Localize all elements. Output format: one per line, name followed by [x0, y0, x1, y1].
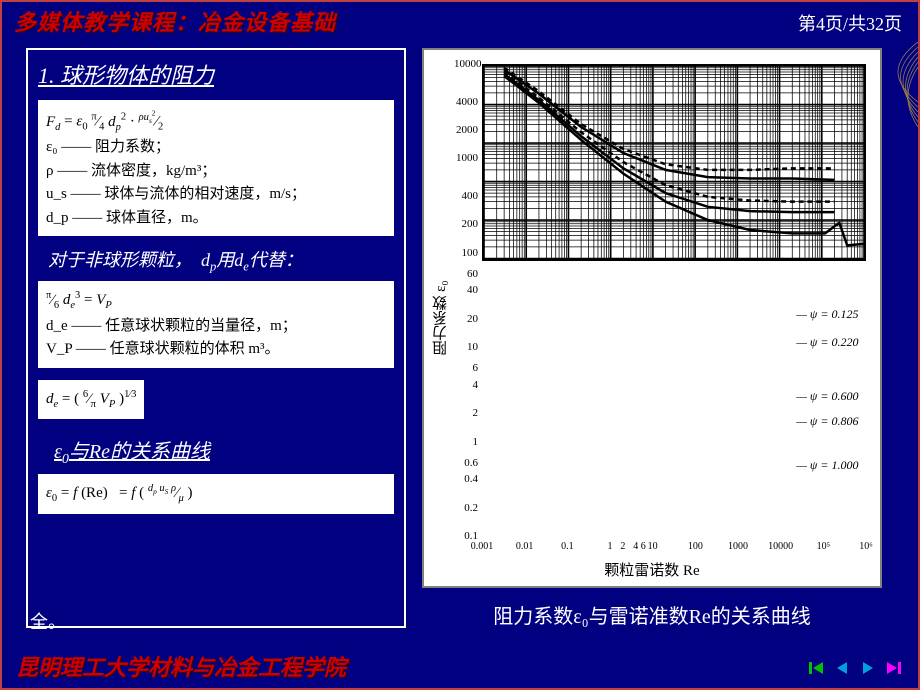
y-tick: 0.4 — [454, 473, 478, 485]
nav-prev-button[interactable] — [832, 658, 852, 678]
x-tick-minor: 2 — [620, 541, 625, 552]
stray-text: 全。 — [30, 608, 66, 634]
header-bar: 多媒体教学课程：冶金设备基础 第4页/共32页 — [2, 2, 918, 40]
y-axis-label: 阻力系数 ε₀ — [430, 280, 451, 355]
x-tick: 10⁵ — [817, 541, 831, 552]
formula-4: ε0 = f (Re) = f ( dp uS ρ⁄μ ) — [46, 481, 386, 507]
y-tick: 0.2 — [454, 502, 478, 514]
def-dp: d_p —— 球体直径，m。 — [46, 207, 386, 230]
formula-1: Fd = ε0 π⁄4 dp2 · ρus2⁄2 — [46, 107, 386, 135]
footer-bar: 昆明理工大学材料与冶金工程学院 — [2, 648, 918, 684]
left-column: 1. 球形物体的阻力 Fd = ε0 π⁄4 dp2 · ρus2⁄2 ε₀ —… — [26, 48, 406, 628]
x-tick: 10⁶ — [859, 541, 873, 552]
course-name: 冶金设备基础 — [198, 10, 336, 35]
y-tick: 1 — [454, 436, 478, 448]
y-tick: 40 — [454, 284, 478, 296]
def-us: u_s —— 球体与流体的相对速度，m/s； — [46, 183, 386, 206]
x-tick: 10000 — [768, 541, 793, 552]
y-tick: 0.6 — [454, 457, 478, 469]
x-tick: 100 — [688, 541, 703, 552]
section-heading: 1. 球形物体的阻力 — [38, 58, 394, 90]
institution: 昆明理工大学材料与冶金工程学院 — [16, 650, 346, 682]
course-title: 多媒体教学课程：冶金设备基础 — [14, 5, 336, 37]
chart-frame: 阻力系数 ε₀ 颗粒雷诺数 Re 0.10.20.40.612461020406… — [422, 48, 882, 588]
y-tick: 6 — [454, 362, 478, 374]
nav-last-button[interactable] — [884, 658, 904, 678]
nav-first-button[interactable] — [806, 658, 826, 678]
y-tick: 20 — [454, 313, 478, 325]
y-tick: 100 — [454, 247, 478, 259]
y-tick: 4000 — [454, 96, 478, 108]
def-de: d_e —— 任意球状颗粒的当量径，m； — [46, 315, 386, 338]
y-tick: 10 — [454, 341, 478, 353]
y-tick: 4 — [454, 379, 478, 391]
x-axis-label: 颗粒雷诺数 Re — [604, 559, 699, 580]
psi-label: — ψ = 0.220 — [796, 335, 858, 350]
x-tick-minor: 4 — [633, 541, 638, 552]
y-tick: 2000 — [454, 124, 478, 136]
y-tick: 1000 — [454, 152, 478, 164]
formula-box-3: de = ( 6⁄π VP )1⁄3 — [38, 380, 144, 420]
x-tick-minor: 6 — [641, 541, 646, 552]
def-vp: V_P —— 任意球状颗粒的体积 m³。 — [46, 338, 386, 361]
x-tick: 0.001 — [471, 541, 494, 552]
y-tick: 10000 — [454, 58, 478, 70]
def-eps0: ε₀ —— 阻力系数； — [46, 136, 386, 159]
formula-3: de = ( 6⁄π VP )1⁄3 — [46, 387, 136, 413]
chart-plot — [482, 64, 866, 261]
note-nonspherical: 对于非球形颗粒， dp用de代替： — [48, 246, 394, 275]
right-column: 阻力系数 ε₀ 颗粒雷诺数 Re 0.10.20.40.612461020406… — [422, 48, 882, 629]
nav-next-button[interactable] — [858, 658, 878, 678]
def-rho: ρ —— 流体密度，kg/m³； — [46, 160, 386, 183]
psi-label: — ψ = 1.000 — [796, 458, 858, 473]
course-prefix: 多媒体教学课程： — [14, 10, 198, 35]
formula-box-1: Fd = ε0 π⁄4 dp2 · ρus2⁄2 ε₀ —— 阻力系数； ρ —… — [38, 100, 394, 236]
page-indicator: 第4页/共32页 — [798, 10, 902, 36]
y-tick: 200 — [454, 218, 478, 230]
formula-2: π⁄6 de3 = VP — [46, 288, 386, 314]
formula-box-2: π⁄6 de3 = VP d_e —— 任意球状颗粒的当量径，m； V_P ——… — [38, 281, 394, 368]
formula-box-4: ε0 = f (Re) = f ( dp uS ρ⁄μ ) — [38, 474, 394, 514]
x-tick: 1000 — [728, 541, 748, 552]
chart-caption: 阻力系数ε₀与雷诺准数Re的关系曲线 — [422, 600, 882, 629]
x-tick: 10 — [648, 541, 658, 552]
nav-buttons — [806, 658, 904, 678]
x-tick: 0.1 — [561, 541, 574, 552]
sub-heading: ε0与Re的关系曲线 — [54, 435, 394, 468]
x-tick: 0.01 — [516, 541, 534, 552]
psi-label: — ψ = 0.125 — [796, 307, 858, 322]
y-tick: 400 — [454, 190, 478, 202]
main-content: 1. 球形物体的阻力 Fd = ε0 π⁄4 dp2 · ρus2⁄2 ε₀ —… — [2, 40, 918, 629]
psi-label: — ψ = 0.600 — [796, 389, 858, 404]
x-tick: 1 — [608, 541, 613, 552]
y-tick: 60 — [454, 268, 478, 280]
y-tick: 2 — [454, 407, 478, 419]
psi-label: — ψ = 0.806 — [796, 414, 858, 429]
